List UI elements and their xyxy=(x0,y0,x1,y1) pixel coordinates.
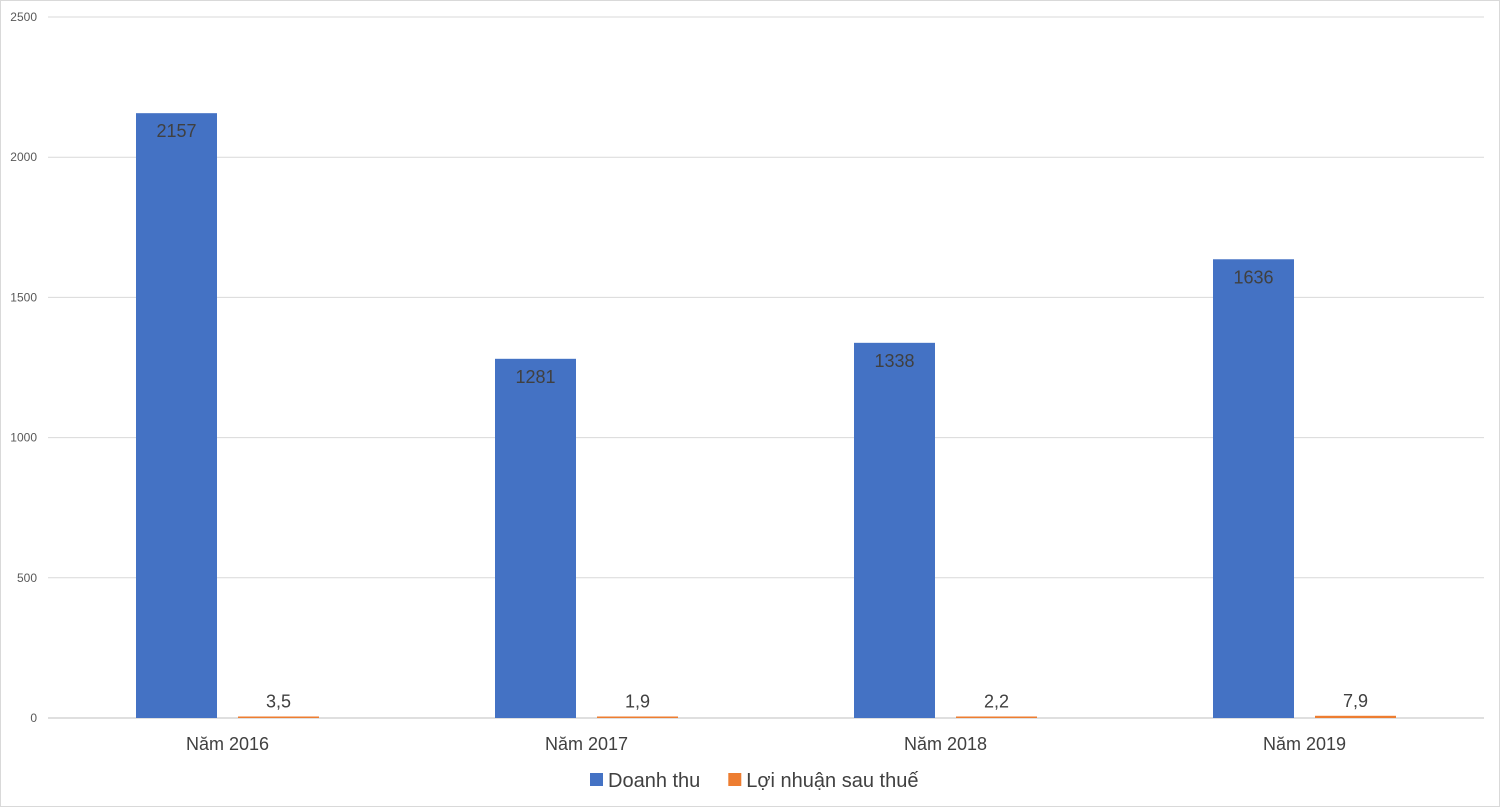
y-tick-label: 2000 xyxy=(10,150,37,164)
legend-item: Lợi nhuận sau thuế xyxy=(728,770,918,792)
y-tick-label: 2500 xyxy=(10,10,37,24)
x-tick-label: Năm 2018 xyxy=(904,734,987,754)
bar-doanh-thu xyxy=(136,113,217,719)
legend-swatch xyxy=(728,773,742,786)
data-label: 3,5 xyxy=(266,692,291,712)
data-labels: 2157 3,5 1281 1,9 1338 2,2 1636 7,9 xyxy=(156,121,1368,711)
y-tick-label: 1500 xyxy=(10,290,37,304)
bar-loi-nhuan xyxy=(597,716,678,718)
legend-item: Doanh thu xyxy=(590,770,700,792)
legend-label: Lợi nhuận sau thuế xyxy=(746,770,918,792)
bar-loi-nhuan xyxy=(1315,715,1396,718)
bar-loi-nhuan xyxy=(956,716,1037,718)
x-axis-ticks: Năm 2016 Năm 2017 Năm 2018 Năm 2019 xyxy=(186,734,1346,754)
y-tick-label: 0 xyxy=(30,711,37,725)
legend-label: Doanh thu xyxy=(608,770,700,792)
data-label: 2,2 xyxy=(984,692,1009,712)
y-tick-label: 1000 xyxy=(10,431,37,445)
bar-doanh-thu xyxy=(495,358,576,718)
legend: Doanh thu Lợi nhuận sau thuế xyxy=(590,770,918,792)
bar-doanh-thu xyxy=(854,342,935,718)
x-tick-label: Năm 2016 xyxy=(186,734,269,754)
data-label: 1,9 xyxy=(625,692,650,712)
y-tick-label: 500 xyxy=(17,571,37,585)
x-tick-label: Năm 2017 xyxy=(545,734,628,754)
bars xyxy=(136,113,1396,719)
x-tick-label: Năm 2019 xyxy=(1263,734,1346,754)
legend-swatch xyxy=(590,773,603,786)
data-label: 2157 xyxy=(156,121,196,141)
data-label: 1338 xyxy=(874,351,914,371)
data-label: 7,9 xyxy=(1343,691,1368,711)
bar-loi-nhuan xyxy=(238,716,319,718)
bar-doanh-thu xyxy=(1213,259,1294,718)
y-axis-ticks: 0 500 1000 1500 2000 2500 xyxy=(10,10,37,725)
data-label: 1636 xyxy=(1233,267,1273,287)
data-label: 1281 xyxy=(515,367,555,387)
